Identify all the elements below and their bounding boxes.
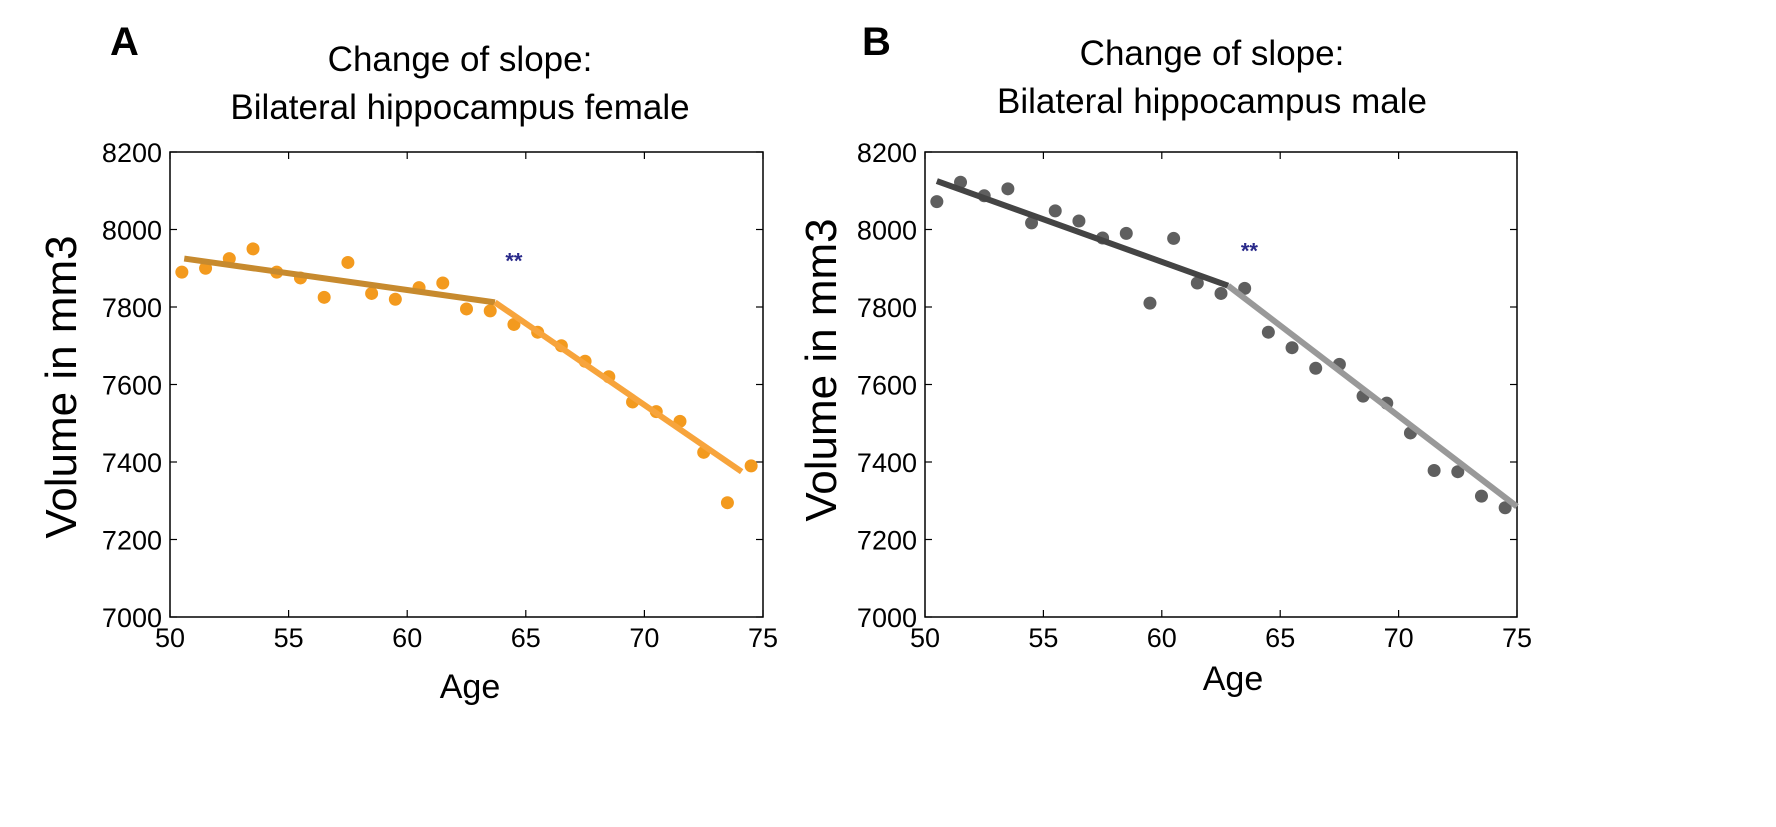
data-point	[1238, 281, 1252, 295]
chart-title-line1: Change of slope:	[327, 40, 593, 79]
data-point	[1309, 361, 1323, 375]
data-point	[1048, 204, 1062, 218]
data-point	[1167, 231, 1181, 245]
chart-panel-b: B Change of slope: Bilateral hippocampus…	[797, 0, 1776, 827]
data-point	[1072, 214, 1086, 228]
y-tick-label: 8200	[102, 138, 162, 168]
data-point	[1474, 489, 1488, 503]
x-tick-label: 55	[1028, 623, 1058, 653]
y-tick-label: 7800	[857, 293, 917, 323]
x-tick-label: 75	[748, 623, 778, 653]
x-tick-label: 65	[511, 623, 541, 653]
y-tick-label: 7800	[102, 293, 162, 323]
x-tick-label: 75	[1502, 623, 1532, 653]
data-point	[1001, 182, 1015, 196]
fit-line-before-breakpoint	[935, 178, 1230, 289]
data-point	[388, 292, 402, 306]
y-tick-label: 7600	[857, 371, 917, 401]
x-tick-label: 50	[155, 623, 185, 653]
y-tick-label: 8000	[857, 216, 917, 246]
chart-panel-a: A Change of slope: Bilateral hippocampus…	[37, 20, 778, 706]
chart-title: Change of slope: Bilateral hippocampus m…	[952, 30, 1472, 126]
x-axis-label: Age	[439, 668, 501, 706]
fit-line-before-breakpoint	[183, 255, 496, 306]
data-point	[1214, 286, 1228, 300]
significance-annotation: **	[1241, 239, 1259, 264]
data-point	[744, 459, 758, 473]
x-tick-label: 70	[629, 623, 659, 653]
y-tick-label: 7000	[857, 603, 917, 633]
y-tick-label: 7200	[102, 526, 162, 556]
y-tick-label: 7200	[857, 526, 917, 556]
data-point	[365, 286, 379, 300]
data-point	[175, 265, 189, 279]
plot-frame	[924, 151, 1518, 618]
x-tick-label: 65	[1265, 623, 1295, 653]
y-tick-label: 8000	[102, 216, 162, 246]
chart-title: Change of slope: Bilateral hippocampus f…	[200, 36, 720, 132]
x-tick-label: 60	[1147, 623, 1177, 653]
x-tick-label: 60	[392, 623, 422, 653]
data-point	[930, 195, 944, 209]
data-point	[1025, 216, 1039, 230]
data-point	[1143, 296, 1157, 310]
data-point	[1119, 226, 1133, 240]
data-point	[1261, 325, 1275, 339]
data-point	[720, 496, 734, 510]
y-tick-label: 7600	[102, 371, 162, 401]
chart-title-line2: Bilateral hippocampus male	[997, 82, 1427, 121]
y-tick-label: 7400	[102, 448, 162, 478]
data-point	[1285, 341, 1299, 355]
significance-annotation: **	[505, 248, 523, 273]
data-point	[246, 242, 260, 256]
data-point	[436, 276, 450, 290]
panel-letter: B	[862, 20, 891, 64]
x-tick-label: 55	[274, 623, 304, 653]
y-axis-label: Volume in mm3	[797, 218, 846, 522]
data-point	[460, 302, 473, 316]
chart-title-line1: Change of slope:	[1079, 34, 1345, 73]
data-point	[483, 304, 497, 318]
data-point	[1190, 276, 1204, 290]
y-tick-label: 7400	[857, 448, 917, 478]
data-point	[317, 290, 331, 304]
x-axis-label: Age	[1202, 660, 1264, 698]
y-tick-label: 8200	[857, 138, 917, 168]
data-point	[1427, 464, 1441, 478]
plot-area: 50 55 60 65 70 75 7000 7200 7400 7600 7800 8000 8200…	[102, 138, 778, 653]
plot-area: 50 55 60 65 70 75 7000 7200 7400 7600 7800 8000 8200…	[857, 138, 1532, 653]
data-point	[341, 255, 355, 269]
panel-letter: A	[110, 20, 139, 64]
x-tick-label: 50	[910, 623, 940, 653]
fit-line-after-breakpoint	[493, 299, 744, 475]
data-point	[1498, 501, 1512, 515]
plot-frame	[169, 151, 764, 618]
y-tick-label: 7000	[102, 603, 162, 633]
data-point	[1451, 465, 1465, 479]
x-tick-label: 70	[1384, 623, 1414, 653]
chart-title-line2: Bilateral hippocampus female	[230, 88, 690, 127]
fit-line-after-breakpoint	[1226, 283, 1519, 509]
